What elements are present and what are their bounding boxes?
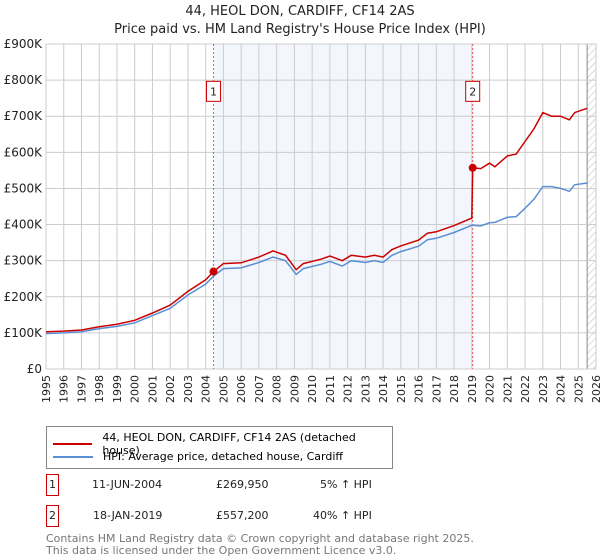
footer-licence: This data is licensed under the Open Gov… — [46, 544, 397, 557]
y-tick-label: £400K — [4, 218, 44, 232]
x-tick-label: 2003 — [182, 375, 195, 403]
y-tick-label: £700K — [4, 109, 44, 123]
sale-point — [209, 267, 218, 276]
x-tick-label: 2018 — [448, 375, 461, 403]
sale-badge — [205, 80, 221, 102]
x-tick-label: 2007 — [253, 375, 266, 403]
x-tick-label: 2000 — [129, 375, 142, 403]
x-tick-label: 2010 — [306, 375, 319, 403]
transaction-hpi: 40% ↑ HPI — [313, 509, 372, 522]
chart-title: 44, HEOL DON, CARDIFF, CF14 2AS — [185, 4, 415, 19]
transaction-row: 1 11-JUN-2004 £269,950 5% ↑ HPI — [46, 474, 546, 496]
y-tick-label: £100K — [4, 326, 44, 340]
x-tick-label: 1998 — [93, 375, 106, 403]
x-tick-label: 2020 — [484, 375, 497, 403]
legend: 44, HEOL DON, CARDIFF, CF14 2AS (detache… — [46, 426, 393, 469]
sale-badge-label: 2 — [469, 85, 476, 98]
legend-label: 44, HEOL DON, CARDIFF, CF14 2AS (detache… — [102, 431, 356, 457]
transaction-row: 2 18-JAN-2019 £557,200 40% ↑ HPI — [46, 505, 546, 527]
footer-copyright: Contains HM Land Registry data © Crown c… — [46, 532, 474, 545]
x-tick-label: 1999 — [111, 375, 124, 403]
x-tick-label: 2006 — [235, 375, 248, 403]
sale-period-shading — [213, 44, 473, 369]
transaction-price: £557,200 — [216, 509, 269, 522]
x-tick-label: 2013 — [359, 375, 372, 403]
x-tick-label: 2025 — [572, 375, 585, 403]
transaction-badge: 2 — [46, 505, 59, 527]
x-tick-label: 2016 — [413, 375, 426, 403]
x-tick-label: 1995 — [40, 375, 53, 403]
x-tick-label: 2024 — [555, 375, 568, 403]
x-tick-label: 2009 — [288, 375, 301, 403]
x-tick-label: 2005 — [217, 375, 230, 403]
legend-label: HPI: Average price, detached house, Card… — [103, 450, 343, 463]
transaction-date: 18-JAN-2019 — [93, 509, 163, 522]
x-tick-label: 2012 — [342, 375, 355, 403]
price-chart: 1995 1996 1997 1998 1999 2000 2001 2002 2003 2004… — [4, 37, 600, 403]
y-tick-label: £200K — [4, 290, 44, 304]
x-tick-label: 2011 — [324, 375, 337, 403]
x-tick-label: 2001 — [146, 375, 159, 403]
y-tick-label: £500K — [4, 181, 44, 195]
legend-swatch-red — [53, 443, 93, 445]
x-tick-label: 2026 — [590, 375, 600, 403]
x-tick-label: 2021 — [501, 375, 514, 403]
legend-item-hpi: HPI: Average price, detached house, Card… — [53, 450, 343, 463]
transaction-date: 11-JUN-2004 — [92, 478, 163, 491]
price-paid-line — [45, 107, 588, 333]
x-tick-label: 2008 — [271, 375, 284, 403]
legend-item-property: 44, HEOL DON, CARDIFF, CF14 2AS (detache… — [53, 431, 392, 457]
transaction-hpi: 5% ↑ HPI — [320, 478, 372, 491]
x-tick-label: 1997 — [75, 375, 88, 403]
y-tick-label: £900K — [4, 37, 44, 51]
y-tick-label: £300K — [4, 254, 44, 268]
x-tick-label: 2002 — [164, 375, 177, 403]
sale-badge — [465, 80, 481, 102]
x-tick-label: 2004 — [200, 375, 213, 403]
x-tick-label: 2014 — [377, 375, 390, 403]
x-tick-label: 1996 — [58, 375, 71, 403]
x-tick-label: 2022 — [519, 375, 532, 403]
x-tick-label: 2017 — [430, 375, 443, 403]
sale-point — [468, 163, 477, 172]
hpi-line — [45, 182, 588, 335]
y-tick-label: £800K — [4, 73, 44, 87]
y-tick-label: £0 — [27, 362, 42, 376]
future-hatch — [587, 44, 596, 369]
x-tick-label: 2015 — [395, 375, 408, 403]
transaction-badge: 1 — [46, 474, 59, 496]
legend-swatch-blue — [53, 455, 93, 458]
sale-badge-label: 1 — [210, 85, 217, 98]
y-tick-label: £600K — [4, 145, 44, 159]
chart-subtitle: Price paid vs. HM Land Registry's House … — [114, 22, 486, 37]
x-tick-label: 2019 — [466, 375, 479, 403]
transaction-price: £269,950 — [216, 478, 269, 491]
x-tick-label: 2023 — [537, 375, 550, 403]
